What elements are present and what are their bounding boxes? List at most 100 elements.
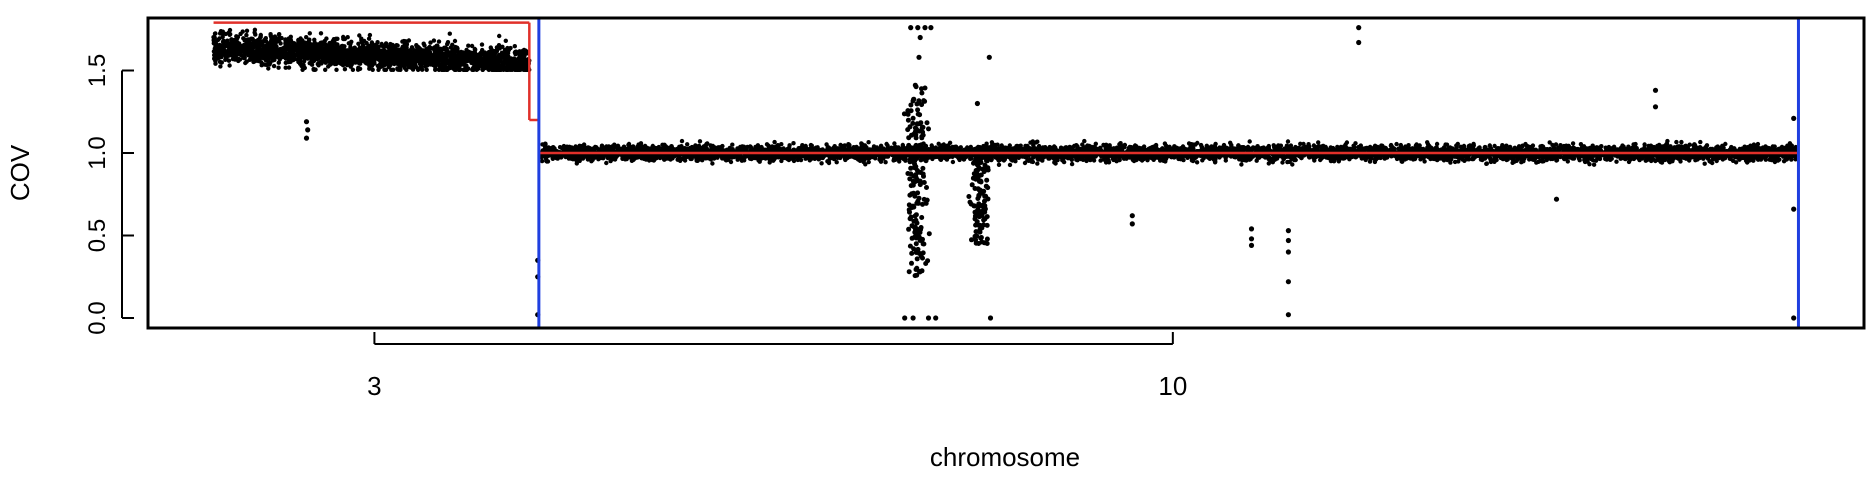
data-point xyxy=(270,47,276,53)
data-point xyxy=(227,32,232,37)
data-point xyxy=(503,38,508,43)
data-point xyxy=(234,50,239,56)
data-point xyxy=(307,37,312,42)
data-point xyxy=(386,59,391,64)
data-point xyxy=(229,44,235,49)
data-point xyxy=(421,56,427,62)
data-point xyxy=(318,31,324,36)
data-point xyxy=(257,42,262,48)
data-point xyxy=(772,139,777,145)
data-point xyxy=(947,140,953,145)
data-point xyxy=(480,67,485,73)
data-point xyxy=(353,56,359,62)
data-point xyxy=(309,57,315,63)
data-point xyxy=(223,57,228,62)
data-point xyxy=(383,41,389,46)
data-point xyxy=(505,67,510,72)
data-point xyxy=(366,36,372,41)
data-point xyxy=(453,67,459,73)
data-point xyxy=(250,36,255,42)
data-point xyxy=(470,67,475,73)
data-point xyxy=(497,33,502,39)
data-point xyxy=(316,63,321,68)
data-point xyxy=(417,59,422,64)
data-point xyxy=(436,61,442,66)
data-point xyxy=(402,57,408,62)
data-point xyxy=(226,58,232,63)
data-point xyxy=(357,45,362,50)
data-point xyxy=(263,36,268,41)
data-point xyxy=(271,43,276,48)
data-point xyxy=(312,46,317,52)
data-point xyxy=(348,44,353,50)
data-point xyxy=(433,63,438,69)
data-point xyxy=(505,50,511,56)
data-point xyxy=(404,42,409,47)
data-point xyxy=(371,61,376,66)
data-point xyxy=(215,55,221,61)
data-point xyxy=(394,57,400,62)
data-point xyxy=(330,60,335,66)
data-point xyxy=(219,54,224,60)
data-point xyxy=(501,67,506,73)
data-point xyxy=(503,59,508,64)
data-point xyxy=(290,53,296,58)
data-point xyxy=(340,62,346,68)
data-point xyxy=(443,51,448,56)
data-point xyxy=(333,46,338,51)
data-point xyxy=(433,67,438,73)
data-point xyxy=(428,40,433,45)
data-point xyxy=(374,52,379,57)
data-point xyxy=(469,56,474,61)
data-point xyxy=(448,55,453,60)
data-point xyxy=(406,54,411,59)
data-point xyxy=(345,35,350,40)
data-point xyxy=(300,43,305,49)
data-point xyxy=(263,57,268,63)
data-point xyxy=(496,43,502,48)
data-point xyxy=(435,43,440,48)
data-point xyxy=(270,56,275,61)
data-point xyxy=(424,67,429,73)
data-point xyxy=(286,65,292,70)
data-point xyxy=(447,31,452,36)
data-point xyxy=(334,67,339,73)
data-point xyxy=(323,47,329,52)
data-point xyxy=(1570,141,1576,146)
data-point xyxy=(509,65,514,71)
data-point xyxy=(498,64,504,70)
data-point xyxy=(211,35,216,40)
data-point xyxy=(512,44,517,49)
data-point xyxy=(286,52,292,58)
data-point xyxy=(224,43,229,49)
data-point xyxy=(338,56,343,61)
data-point xyxy=(517,50,522,55)
data-point xyxy=(424,47,429,52)
data-point xyxy=(390,50,395,55)
data-point xyxy=(448,45,453,50)
data-point xyxy=(256,47,262,53)
data-point xyxy=(292,48,297,53)
data-point xyxy=(409,63,414,68)
data-point xyxy=(473,47,478,52)
data-point xyxy=(265,44,271,50)
data-point xyxy=(463,58,468,63)
data-point xyxy=(330,51,336,57)
data-point xyxy=(215,37,221,43)
data-point xyxy=(498,53,503,59)
data-point xyxy=(521,47,527,53)
data-point xyxy=(455,46,460,51)
data-point xyxy=(395,61,400,66)
data-point xyxy=(231,47,237,52)
data-point xyxy=(359,38,364,43)
data-point xyxy=(324,51,330,56)
data-point xyxy=(470,52,475,57)
data-point xyxy=(344,62,349,67)
data-point xyxy=(394,43,399,48)
data-point xyxy=(373,42,379,48)
data-point xyxy=(431,38,437,43)
data-point xyxy=(240,45,246,51)
data-point xyxy=(489,47,494,52)
data-point xyxy=(428,46,433,51)
